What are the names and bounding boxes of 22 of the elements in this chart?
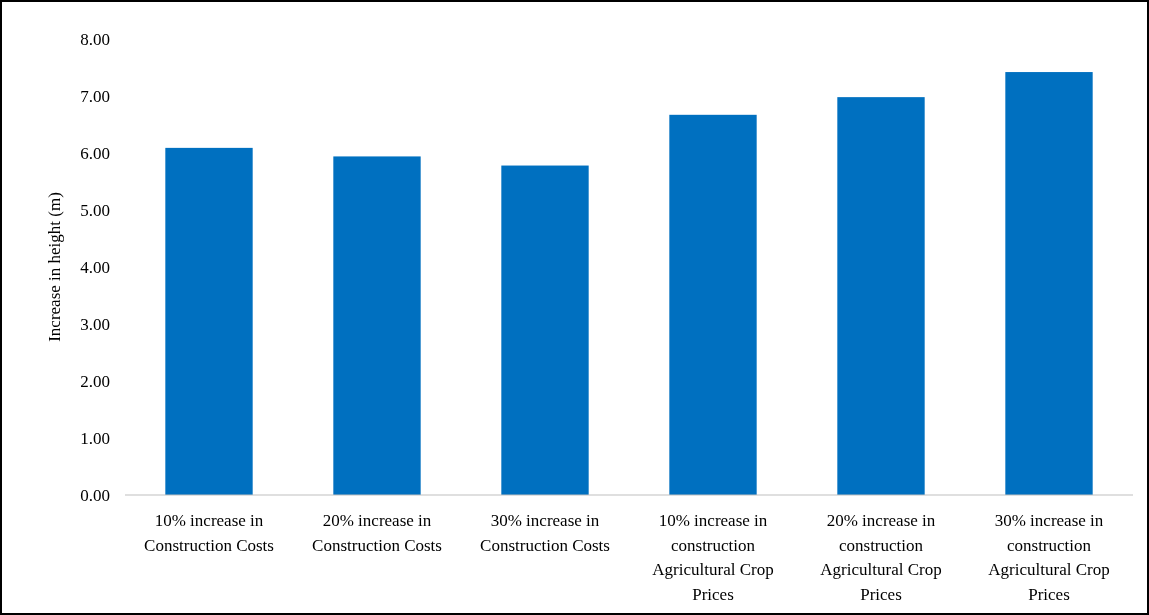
x-tick-label: 30% increase in construction Agricultural Crop Prices bbox=[988, 511, 1110, 604]
y-tick-label: 3.00 bbox=[80, 314, 110, 334]
bar bbox=[837, 97, 925, 495]
bar bbox=[1005, 72, 1093, 495]
x-tick-label: 10% increase in construction Agricultural Crop Prices bbox=[652, 511, 774, 604]
bar bbox=[669, 114, 757, 495]
x-tick-label: 30% increase in Construction Costs bbox=[480, 511, 610, 555]
y-tick-label: 6.00 bbox=[80, 143, 110, 163]
y-tick-label: 0.00 bbox=[80, 485, 110, 505]
bar bbox=[333, 156, 421, 495]
x-tick-label: 20% increase in Construction Costs bbox=[312, 511, 442, 555]
x-tick-label: 10% increase in Construction Costs bbox=[144, 511, 274, 555]
y-tick-label: 1.00 bbox=[80, 428, 110, 448]
y-tick-label: 8.00 bbox=[80, 29, 110, 49]
y-tick-label: 7.00 bbox=[80, 86, 110, 106]
y-axis-title: Increase in height (m) bbox=[45, 192, 64, 342]
bar bbox=[501, 165, 589, 495]
y-tick-label: 5.00 bbox=[80, 200, 110, 220]
bar bbox=[165, 147, 253, 495]
x-tick-label: 20% increase in construction Agricultural Crop Prices bbox=[820, 511, 942, 604]
y-tick-label: 4.00 bbox=[80, 257, 110, 277]
y-tick-label: 2.00 bbox=[80, 371, 110, 391]
